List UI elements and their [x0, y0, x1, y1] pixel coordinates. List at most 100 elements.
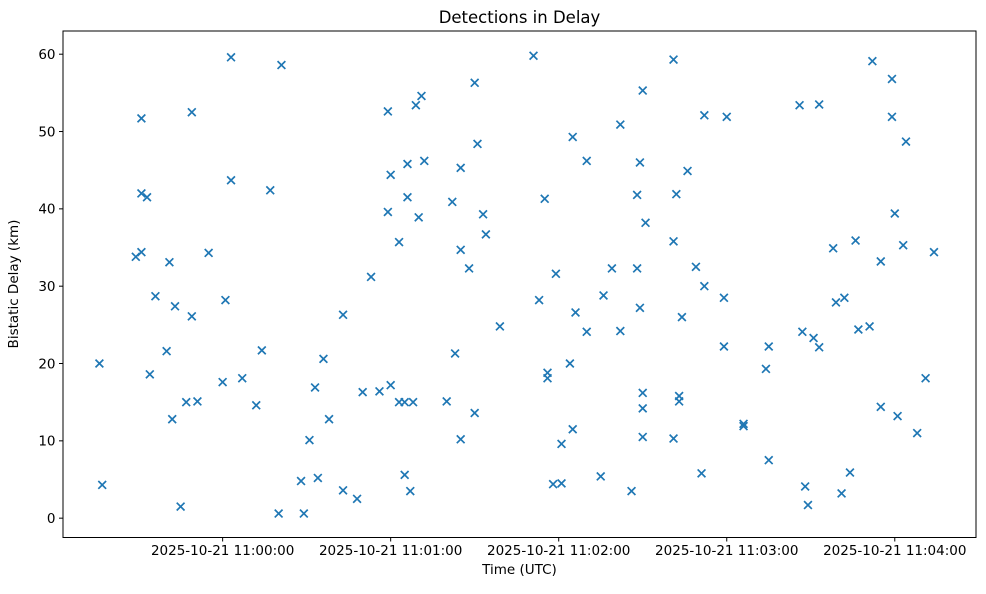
- data-point-marker: [478, 209, 488, 219]
- data-point-marker: [876, 256, 886, 266]
- data-point-marker: [699, 281, 709, 291]
- data-point-marker: [635, 157, 645, 167]
- data-point-marker: [795, 100, 805, 110]
- data-point-marker: [828, 243, 838, 253]
- data-point-marker: [867, 56, 877, 66]
- data-point-marker: [176, 502, 186, 512]
- data-point-marker: [599, 290, 609, 300]
- data-point-marker: [800, 481, 810, 491]
- data-point-marker: [929, 247, 939, 257]
- data-point-marker: [691, 262, 701, 272]
- data-point-marker: [237, 373, 247, 383]
- y-tick-label: 40: [38, 202, 55, 218]
- data-point-marker: [400, 397, 410, 407]
- data-point-marker: [565, 359, 575, 369]
- data-point-marker: [876, 402, 886, 412]
- data-point-marker: [912, 428, 922, 438]
- data-point-marker: [296, 476, 306, 486]
- data-point-marker: [669, 236, 679, 246]
- data-point-marker: [571, 307, 581, 317]
- data-point-marker: [890, 208, 900, 218]
- chart-title: Detections in Delay: [438, 8, 601, 27]
- data-point-marker: [837, 488, 847, 498]
- data-point-marker: [383, 106, 393, 116]
- data-point-marker: [719, 341, 729, 352]
- data-point-marker: [814, 99, 824, 109]
- data-point-marker: [94, 359, 104, 369]
- x-tick-label: 2025-10-21 11:01:00: [319, 543, 462, 559]
- data-point-marker: [187, 107, 197, 117]
- data-point-marker: [627, 486, 637, 496]
- data-point-marker: [831, 297, 841, 307]
- data-point-marker: [615, 120, 625, 130]
- data-point-marker: [568, 424, 578, 434]
- x-tick-label: 2025-10-21 11:00:00: [151, 543, 294, 559]
- data-point-marker: [722, 112, 732, 122]
- data-point-marker: [809, 333, 819, 343]
- data-point-marker: [803, 500, 813, 510]
- data-point-marker: [901, 137, 911, 147]
- data-point-marker: [638, 403, 648, 413]
- data-point-marker: [456, 245, 466, 255]
- data-point-marker: [405, 486, 415, 496]
- data-point-marker: [386, 170, 396, 180]
- data-point-marker: [551, 269, 561, 279]
- data-point-marker: [442, 396, 452, 406]
- data-point-marker: [641, 218, 651, 228]
- data-point-marker: [447, 197, 457, 207]
- data-point-marker: [697, 468, 707, 478]
- y-tick-label: 20: [38, 356, 55, 372]
- data-point-marker: [394, 237, 404, 247]
- data-point-marker: [543, 373, 553, 383]
- data-point-marker: [218, 377, 228, 387]
- data-point-marker: [374, 386, 384, 396]
- plot-spines: [62, 30, 977, 538]
- data-point-marker: [540, 194, 550, 204]
- data-point-marker: [548, 479, 558, 489]
- data-point-marker: [674, 396, 684, 406]
- data-point-marker: [414, 212, 424, 222]
- data-point-marker: [677, 312, 687, 322]
- data-point-marker: [383, 207, 393, 217]
- data-point-marker: [739, 419, 749, 429]
- y-axis-label: Bistatic Delay (km): [6, 219, 22, 349]
- data-point-marker: [170, 301, 180, 311]
- data-point-marker: [534, 295, 544, 305]
- data-point-marker: [764, 341, 774, 352]
- data-point-marker: [220, 295, 230, 305]
- data-point-marker: [187, 311, 197, 321]
- data-point-marker: [557, 478, 567, 488]
- data-point-marker: [607, 263, 617, 273]
- data-point-marker: [352, 494, 362, 504]
- data-point-marker: [839, 293, 849, 303]
- data-point-marker: [358, 387, 368, 397]
- data-point-marker: [481, 229, 491, 239]
- data-point-marker: [318, 354, 328, 364]
- data-point-marker: [719, 293, 729, 303]
- plot-area: [63, 31, 976, 538]
- data-point-marker: [251, 400, 261, 410]
- data-point-marker: [299, 509, 309, 519]
- data-point-marker: [669, 55, 679, 65]
- data-point-marker: [582, 327, 592, 337]
- data-point-marker: [632, 263, 642, 273]
- data-point-marker: [167, 414, 177, 424]
- data-point-marker: [638, 388, 648, 398]
- data-point-marker: [386, 380, 396, 390]
- data-point-marker: [162, 346, 172, 356]
- data-point-marker: [400, 470, 410, 480]
- data-point-marker: [557, 439, 567, 449]
- y-tick-label: 10: [38, 434, 55, 450]
- data-point-marker: [192, 396, 202, 406]
- data-point-marker: [764, 455, 774, 465]
- x-axis-label: Time (UTC): [482, 562, 557, 578]
- data-point-marker: [470, 78, 480, 88]
- data-point-marker: [739, 421, 749, 431]
- data-point-marker: [136, 188, 146, 198]
- data-point-marker: [865, 321, 875, 331]
- data-point-marker: [632, 190, 642, 200]
- data-point-marker: [853, 324, 863, 334]
- y-tick-label: 0: [47, 511, 56, 527]
- data-point-marker: [582, 156, 592, 166]
